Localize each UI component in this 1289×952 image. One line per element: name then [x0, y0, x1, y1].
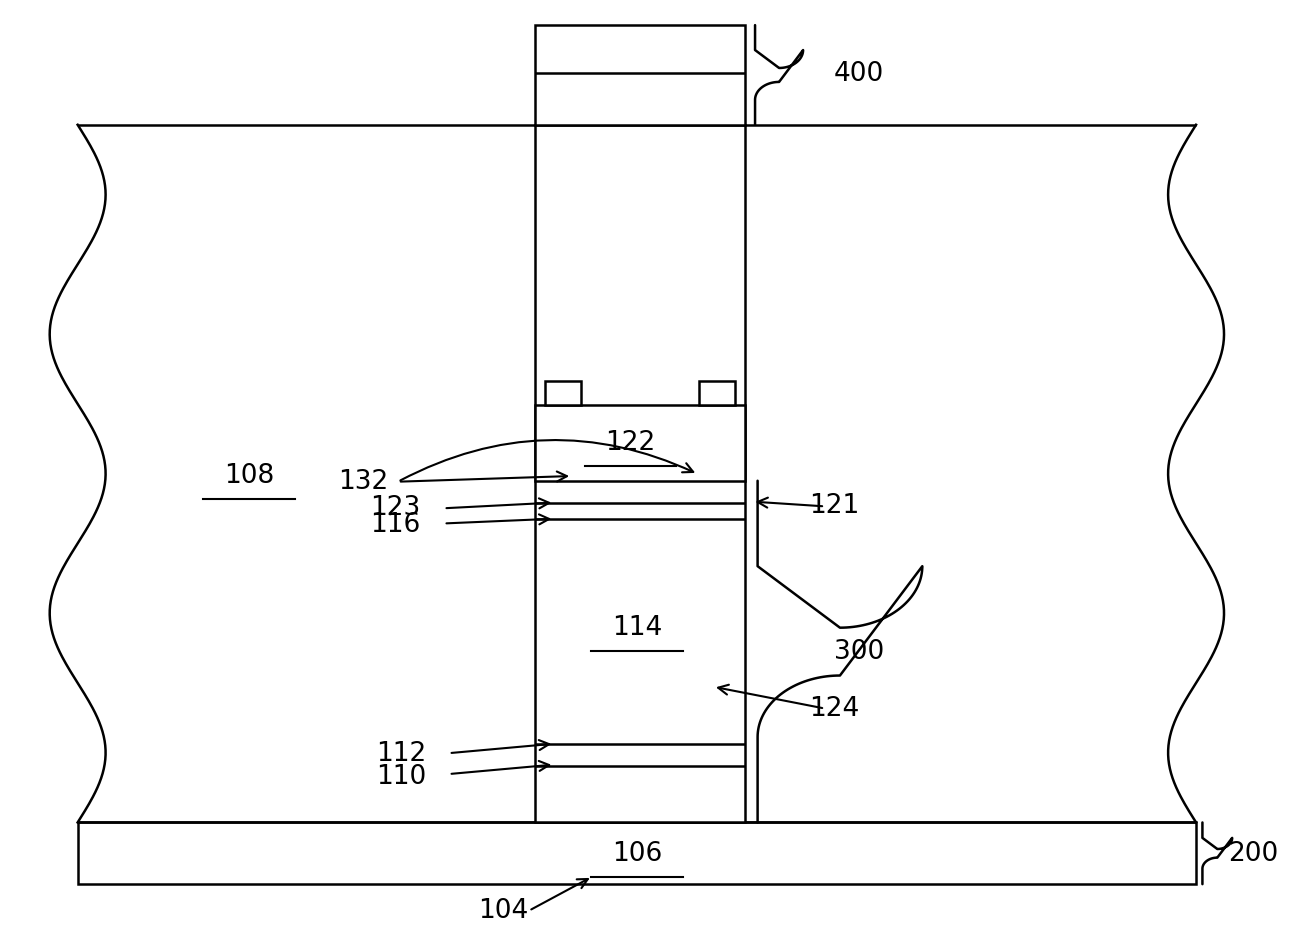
Text: 108: 108 [224, 463, 275, 489]
Text: 400: 400 [834, 62, 884, 88]
Bar [545, 381, 581, 405]
Text: 104: 104 [478, 898, 528, 923]
Bar [699, 381, 735, 405]
Text: 121: 121 [808, 493, 858, 520]
Text: 132: 132 [339, 468, 389, 495]
Text: 124: 124 [808, 696, 858, 722]
Text: 123: 123 [370, 495, 420, 522]
Text: 112: 112 [376, 741, 427, 767]
Text: 114: 114 [612, 615, 663, 641]
Bar [535, 405, 745, 481]
Bar [77, 823, 1196, 884]
Text: 122: 122 [606, 429, 656, 456]
Text: 300: 300 [834, 639, 884, 664]
Text: 106: 106 [612, 841, 663, 866]
Text: 200: 200 [1228, 841, 1279, 866]
Bar [535, 125, 745, 823]
Text: 110: 110 [376, 764, 427, 790]
Text: 116: 116 [370, 512, 420, 539]
Bar [535, 25, 745, 125]
